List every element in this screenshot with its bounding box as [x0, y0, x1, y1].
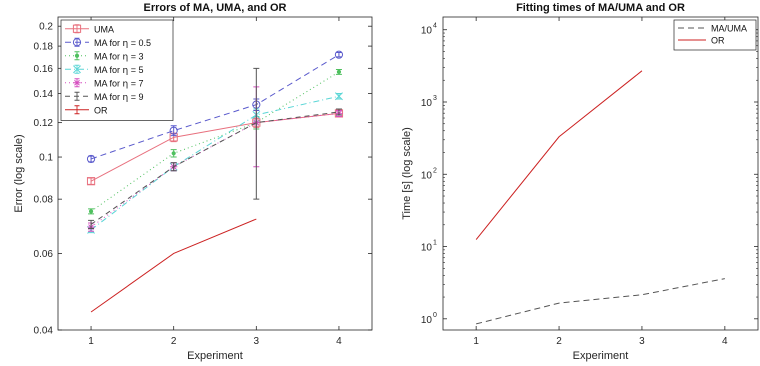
- error-legend-marker: [72, 38, 82, 47]
- error-series-1: [86, 50, 344, 164]
- time-y-tick-exponent: 2: [433, 167, 437, 174]
- error-legend-label: MA for η = 9: [94, 92, 144, 103]
- error-y-tick-label: 0.06: [34, 249, 54, 260]
- time-x-tick-label: 3: [639, 336, 645, 347]
- error-legend-item: MA for η = 7: [65, 78, 144, 89]
- error-error-bar: [335, 51, 342, 58]
- error-legend-item: MA for η = 3: [65, 51, 144, 62]
- error-data-point: [169, 126, 178, 135]
- time-x-tick-label: 2: [556, 336, 562, 347]
- error-error-bar: [170, 162, 177, 172]
- error-chart: 1 2 3 4 0.04 0.06 0.08 0.1 0.12 0.14 0.16 0.18 0.2 Er…: [13, 2, 373, 362]
- time-series-1: [475, 70, 643, 240]
- time-y-tick-exponent: 1: [433, 240, 437, 247]
- error-series-line: [90, 95, 340, 231]
- error-y-tick-label: 0.2: [39, 22, 53, 33]
- error-y-tick-label: 0.16: [34, 64, 54, 75]
- time-plot-area: [442, 16, 759, 331]
- error-data-point: [336, 69, 342, 75]
- time-y-tick-exponent: 4: [433, 23, 437, 30]
- time-y-tick-label: 10: [421, 26, 433, 37]
- error-series-line: [90, 111, 340, 225]
- error-error-bar: [335, 108, 342, 116]
- error-legend-item: UMA: [65, 24, 114, 34]
- time-series-line: [476, 278, 725, 325]
- error-legend-label: MA for η = 7: [94, 78, 144, 89]
- error-data-point: [88, 209, 94, 214]
- error-data-point: [86, 154, 96, 164]
- time-y-tick-label: 10: [421, 243, 433, 254]
- time-y-tick-exponent: 3: [433, 95, 437, 102]
- error-data-point: [171, 151, 176, 156]
- error-legend-label: OR: [94, 105, 108, 115]
- time-y-tick-label: 10: [421, 98, 433, 109]
- time-legend-label: MA/UMA: [711, 24, 747, 34]
- error-legend-error-bar: [74, 105, 80, 115]
- error-legend-marker: [72, 24, 82, 33]
- error-legend-error-bar: [74, 91, 80, 101]
- error-x-axis-label: Experiment: [187, 350, 243, 362]
- error-data-point: [334, 50, 344, 59]
- error-series-line: [90, 54, 340, 160]
- error-legend: UMA MA for η = 0.5 MA for η = 3 MA for η = …: [60, 19, 174, 121]
- error-data-point: [86, 177, 96, 186]
- time-series-0: [476, 278, 725, 325]
- error-y-axis-label: Error (log scale): [13, 134, 25, 212]
- time-x-axis-label: Experiment: [573, 350, 629, 362]
- error-legend-label: MA for η = 5: [94, 65, 144, 76]
- error-y-tick-label: 0.04: [34, 326, 54, 337]
- time-y-tick-exponent: 0: [433, 312, 437, 319]
- time-legend-box: [673, 19, 757, 51]
- error-chart-title: Errors of MA, UMA, and OR: [143, 2, 286, 14]
- error-legend-marker: [73, 79, 81, 87]
- error-y-tick-label: 0.08: [34, 195, 54, 206]
- time-chart-title: Fitting times of MA/UMA and OR: [516, 2, 685, 14]
- error-x-tick-label: 4: [336, 336, 342, 347]
- time-legend-item: OR: [678, 36, 725, 46]
- time-y-tick-label: 10: [421, 170, 433, 181]
- error-legend-box: [60, 19, 174, 121]
- error-legend-marker: [74, 53, 80, 58]
- error-series-6: [90, 218, 257, 313]
- error-series-line: [90, 218, 257, 313]
- time-legend-label: OR: [711, 36, 725, 46]
- error-y-tick-label: 0.1: [39, 153, 53, 164]
- time-legend-item: MA/UMA: [678, 24, 747, 34]
- error-y-tick-label: 0.12: [34, 118, 54, 129]
- error-legend-item: MA for η = 5: [65, 65, 144, 76]
- time-y-axis-label: Time [s] (log scale): [401, 127, 413, 220]
- error-legend-marker: [73, 65, 81, 74]
- error-legend-label: UMA: [94, 24, 114, 34]
- error-x-tick-label: 2: [171, 336, 177, 347]
- error-legend-item: MA for η = 9: [65, 92, 144, 103]
- time-y-tick-label: 10: [421, 315, 433, 326]
- error-x-tick-label: 1: [88, 336, 94, 347]
- error-series-5: [88, 67, 342, 229]
- error-series-line: [90, 112, 340, 182]
- time-x-tick-label: 4: [722, 336, 728, 347]
- error-error-bar: [253, 67, 260, 200]
- error-error-bar: [88, 219, 95, 229]
- error-y-tick-label: 0.18: [34, 42, 54, 53]
- error-x-tick-label: 3: [254, 336, 260, 347]
- error-legend-label: MA for η = 3: [94, 51, 144, 62]
- error-legend-label: MA for η = 0.5: [94, 38, 151, 49]
- error-legend-item: MA for η = 0.5: [65, 38, 151, 49]
- time-series-line: [475, 70, 643, 240]
- time-x-tick-label: 1: [473, 336, 479, 347]
- error-legend-item: OR: [65, 105, 108, 115]
- error-data-point: [334, 92, 343, 101]
- time-legend: MA/UMA OR: [673, 19, 757, 51]
- error-y-tick-label: 0.14: [34, 89, 54, 100]
